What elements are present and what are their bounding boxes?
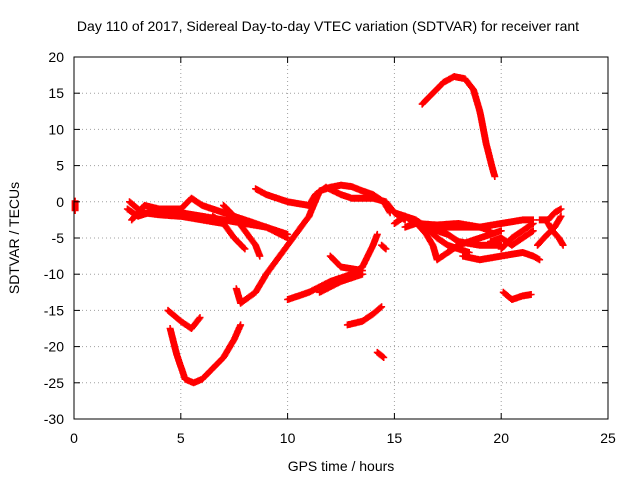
- data-series-trace: [418, 73, 499, 180]
- data-series-trace: [536, 205, 565, 224]
- y-tick-label: -20: [44, 339, 64, 355]
- data-series-trace: [378, 241, 390, 253]
- data-series-trace: [459, 249, 544, 264]
- data-series-trace: [316, 270, 366, 296]
- data-series-trace: [284, 230, 381, 303]
- x-tick-label: 10: [280, 430, 296, 446]
- data-series-trace: [497, 220, 537, 253]
- data-series-trace: [209, 212, 249, 253]
- data-series-trace: [343, 303, 386, 329]
- data-series-trace: [499, 288, 535, 303]
- x-tick-label: 5: [177, 430, 185, 446]
- y-tick-label: 10: [48, 121, 64, 137]
- data-series-trace: [232, 212, 313, 307]
- data-series-trace: [416, 223, 505, 264]
- data-series-trace: [164, 306, 204, 332]
- y-tick-label: -10: [44, 266, 64, 282]
- data-series-trace: [126, 198, 227, 227]
- y-tick-label: -30: [44, 411, 64, 427]
- y-tick-label: 20: [48, 49, 64, 65]
- y-tick-label: 5: [56, 158, 64, 174]
- y-tick-label: 0: [56, 194, 64, 210]
- data-series-trace: [166, 321, 245, 387]
- data-series-trace: [71, 197, 79, 214]
- x-tick-label: 0: [70, 430, 78, 446]
- x-tick-label: 25: [600, 430, 616, 446]
- y-tick-label: -5: [52, 230, 65, 246]
- x-tick-label: 20: [493, 430, 509, 446]
- y-tick-label: 15: [48, 85, 64, 101]
- data-points: [71, 73, 567, 387]
- data-series-trace: [326, 252, 366, 275]
- data-series-trace: [220, 201, 264, 260]
- y-tick-label: -15: [44, 302, 64, 318]
- data-series-trace: [544, 220, 567, 249]
- chart-title: Day 110 of 2017, Sidereal Day-to-day VTE…: [77, 18, 579, 34]
- x-axis-label: GPS time / hours: [288, 458, 395, 474]
- x-tick-label: 15: [387, 430, 403, 446]
- axis-ticks: 0 5 10 15 20 25 -30 -25 -20 -15 -10 -5 0 5 10 15 20: [44, 49, 616, 446]
- y-tick-label: -25: [44, 375, 64, 391]
- y-axis-label: SDTVAR / TECUs: [6, 182, 22, 294]
- data-series-trace: [373, 348, 388, 361]
